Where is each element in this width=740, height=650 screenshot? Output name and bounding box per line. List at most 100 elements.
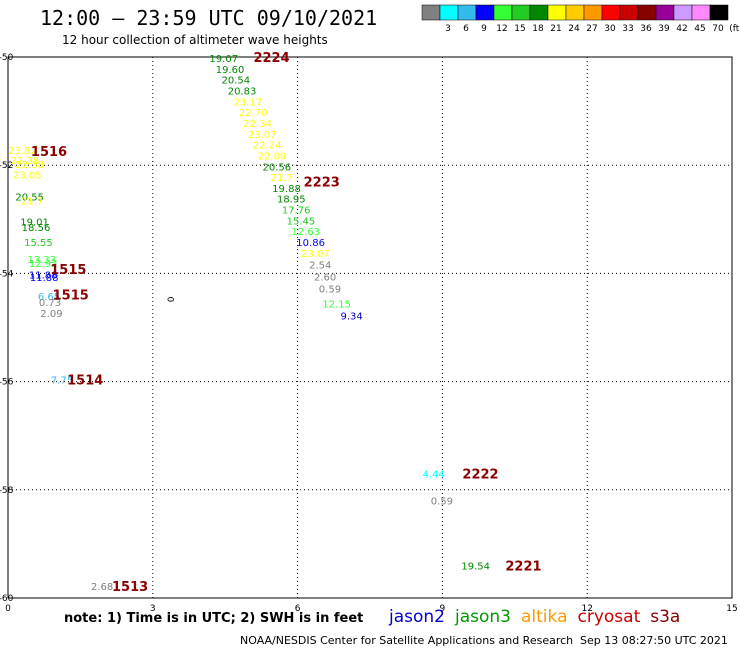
y-tick-label: -56	[0, 378, 14, 388]
colorbar-label: 6	[463, 24, 469, 34]
data-point-label: 15.45	[287, 216, 316, 227]
data-point-label: 21.7	[271, 173, 293, 184]
data-point-label: 23.07	[248, 130, 277, 141]
x-tick-label: 3	[150, 604, 156, 614]
colorbar-label: 36	[640, 24, 652, 34]
y-tick-label: -60	[0, 594, 14, 604]
data-point-label: 22.38	[11, 156, 40, 167]
pass-time-label: 1516	[31, 145, 67, 160]
colorbar-label: 18	[532, 24, 544, 34]
data-point-label: 0.73	[39, 298, 61, 309]
x-tick-label: 12	[581, 604, 592, 614]
colorbar-swatch	[511, 4, 531, 21]
pass-time-label: 2223	[304, 175, 340, 190]
footer-note: note: 1) Time is in UTC; 2) SWH is in fe…	[64, 611, 364, 626]
satellite-legend-item: jason2	[389, 607, 445, 627]
chart-title: 12:00 – 23:59 UTC 09/10/2021	[40, 6, 378, 30]
colorbar-label: 27	[586, 24, 597, 34]
satellite-legend-item: jason3	[455, 607, 511, 627]
colorbar-swatch	[475, 4, 495, 21]
colorbar-swatch	[691, 4, 711, 21]
data-point-label: 22.38	[15, 160, 44, 171]
data-point-label: 20.54	[221, 76, 250, 87]
colorbar-swatch	[709, 4, 729, 21]
data-point-label: 22.24	[253, 141, 282, 152]
colorbar-swatch	[637, 4, 657, 21]
data-point-label: 23.07	[301, 249, 330, 260]
colorbar-label: 9	[481, 24, 487, 34]
data-point-label: 9.34	[341, 312, 363, 323]
chart-subtitle: 12 hour collection of altimeter wave hei…	[62, 33, 328, 47]
data-point-label: 12.92	[29, 259, 58, 270]
y-tick-label: -58	[0, 486, 14, 496]
colorbar-swatch	[601, 4, 621, 21]
data-point-label: 10.86	[296, 238, 325, 249]
colorbar-swatch	[619, 4, 639, 21]
colorbar-swatch	[421, 4, 441, 21]
data-point-label: 17.76	[282, 206, 311, 217]
data-point-label: 20.55	[15, 193, 44, 204]
colorbar-label: 42	[676, 24, 687, 34]
data-point-label: 22.09	[258, 151, 287, 162]
x-tick-label: 9	[440, 604, 446, 614]
data-point-label: 11.88	[29, 270, 58, 281]
pass-time-label: 2224	[253, 51, 289, 66]
colorbar-swatch	[655, 4, 675, 21]
colorbar-swatch	[583, 4, 603, 21]
data-point-label: 2.09	[40, 309, 62, 320]
colorbar-label: 3	[445, 24, 451, 34]
colorbar-swatch	[565, 4, 585, 21]
colorbar-label: 33	[622, 24, 633, 34]
y-tick-label: -50	[0, 53, 14, 63]
timestamp-text: Sep 13 08:27:50 UTC 2021	[580, 634, 728, 647]
colorbar-label: 24	[568, 24, 580, 34]
data-point-label: 2.68	[91, 582, 113, 593]
pass-time-label: 2222	[462, 468, 498, 483]
data-point-label: 18.95	[277, 195, 306, 206]
pass-time-label: 1513	[112, 580, 148, 595]
data-point-label: 2.60	[314, 273, 336, 284]
satellite-legend: jason2 jason3 altika cryosat s3a	[389, 607, 690, 627]
data-point-label: 22.70	[239, 108, 268, 119]
y-tick-label: -54	[0, 269, 14, 279]
data-point-label: 11.88	[30, 273, 59, 284]
satellite-legend-item: s3a	[650, 607, 681, 627]
plot-frame	[7, 56, 733, 599]
contour-label: 0	[167, 296, 177, 302]
data-point-label: 23.05	[13, 170, 42, 181]
data-point-label: 19.07	[209, 54, 238, 65]
colorbar-label: 15	[514, 24, 525, 34]
pass-time-label: 1515	[53, 288, 89, 303]
pass-time-label: 1514	[67, 373, 103, 388]
colorbar-label: 12	[496, 24, 507, 34]
data-point-label: 20.83	[228, 87, 257, 98]
colorbar-swatch	[439, 4, 459, 21]
colorbar-swatch	[673, 4, 693, 21]
colorbar-label: 21	[550, 24, 561, 34]
credit-text: NOAA/NESDIS Center for Satellite Applica…	[240, 634, 574, 647]
data-point-label: 23.17	[234, 97, 263, 108]
data-point-label: 19.60	[216, 65, 245, 76]
colorbar-swatch	[493, 4, 513, 21]
pass-time-label: 2221	[505, 560, 541, 575]
satellite-legend-item: cryosat	[577, 607, 641, 627]
data-point-label: 13.33	[27, 255, 56, 266]
data-point-label: 19.54	[461, 562, 490, 573]
data-point-label: 21.7	[21, 196, 43, 207]
pass-time-label: 1515	[50, 263, 86, 278]
data-point-label: 18.56	[22, 223, 51, 234]
colorbar-label: 70	[712, 24, 724, 34]
colorbar-label: (ft)	[729, 24, 740, 34]
colorbar-label: 39	[658, 24, 670, 34]
data-point-label: 7.75	[51, 375, 73, 386]
y-tick-label: -52	[0, 161, 13, 171]
x-tick-label: 0	[5, 604, 11, 614]
data-point-label: 23.82	[8, 146, 37, 157]
data-point-label: 2.54	[309, 261, 331, 272]
x-tick-label: 15	[726, 604, 737, 614]
data-point-label: 15.55	[24, 238, 53, 249]
data-point-label: 19.01	[20, 217, 49, 228]
data-point-label: 0.59	[431, 497, 453, 508]
data-point-label: 12.63	[291, 227, 320, 238]
